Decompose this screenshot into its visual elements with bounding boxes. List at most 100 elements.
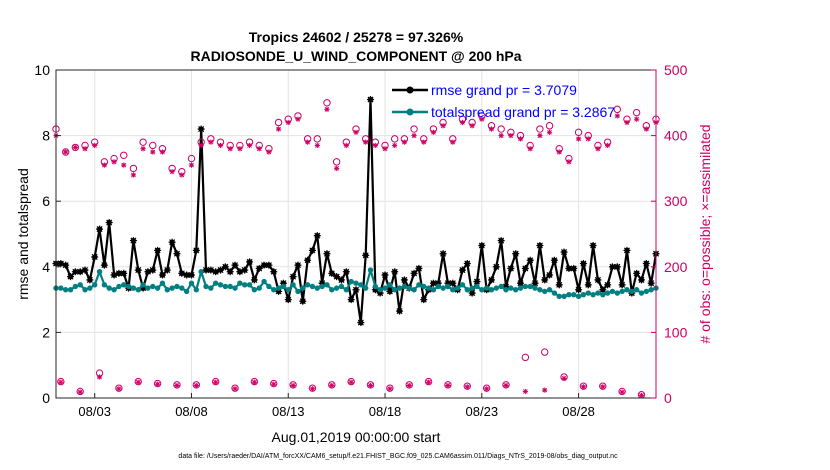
obs-assimilated-ray [537, 133, 543, 138]
rmse-point [100, 261, 108, 269]
obs-assimilated-point [324, 106, 330, 112]
rmse-point-ray [551, 257, 558, 264]
obs-assimilated-point [348, 379, 354, 385]
obs-assimilated-point [198, 142, 204, 149]
obs-assimilated-point [643, 126, 649, 132]
obs-assimilated-ray [368, 383, 373, 388]
obs-assimilated-point [614, 113, 620, 119]
spread-point [174, 283, 180, 290]
rmse-point-ray [169, 239, 176, 246]
rmse-point-ray [599, 286, 606, 293]
spread-point [479, 287, 485, 293]
obs-assimilated-ray [140, 146, 146, 152]
y-axis-label-left: rmse and totalspread [15, 168, 31, 300]
obs-assimilated-ray [135, 379, 141, 385]
axes: 08/03 08/08 08/13 08/18 08/23 08/280246810010… [34, 62, 687, 419]
spread-point [106, 285, 112, 291]
rmse-point-ray [594, 276, 601, 283]
obs-assimilated-ray [102, 162, 107, 168]
rmse-point [507, 264, 515, 272]
spread-point [338, 283, 345, 290]
rmse-point-ray [536, 242, 543, 249]
spread-point [411, 287, 417, 293]
obs-possible-point [497, 125, 505, 133]
spread-point [401, 283, 408, 290]
rmse-point-ray [430, 280, 437, 287]
obs-assimilated-ray [508, 133, 514, 138]
rmse-point-ray [183, 271, 190, 279]
spread-point [121, 282, 127, 288]
obs-assimilated-ray [82, 146, 88, 152]
spread-point [111, 287, 117, 293]
obs-assimilated-ray [440, 123, 446, 129]
obs-assimilated-ray [160, 149, 165, 155]
obs-possible-point [274, 118, 283, 127]
obs-assimilated-ray [305, 139, 310, 145]
spread-point [198, 269, 204, 275]
obs-assimilated-ray [290, 383, 296, 388]
spread-point [145, 285, 151, 291]
obs-possible-point [313, 135, 321, 143]
obs-possible-point [323, 99, 331, 107]
spread-point [140, 282, 146, 288]
rmse-point-ray [507, 265, 514, 272]
obs-assimilated-ray [266, 149, 272, 155]
rmse-point [555, 281, 563, 289]
rmse-point [308, 246, 316, 254]
x-tick-label: 08/13 [272, 404, 305, 419]
rmse-point [439, 250, 447, 258]
legend-spread-marker [406, 108, 414, 116]
obs-assimilated-point [566, 159, 572, 165]
obs-assimilated-point [498, 133, 504, 139]
spread-point [295, 288, 301, 295]
obs-assimilated-ray [411, 133, 417, 138]
obs-assimilated-point [116, 386, 122, 392]
spread-point [595, 290, 601, 296]
rmse-point [236, 268, 244, 276]
spread-point [566, 291, 572, 298]
spread-point [493, 285, 500, 291]
rmse-point [197, 125, 205, 133]
rmse-point-ray [149, 267, 156, 274]
rmse-point-ray [420, 296, 427, 303]
spread-point [290, 282, 296, 288]
rmse-point [173, 250, 181, 258]
rmse-point-ray [532, 280, 539, 287]
rmse-point [81, 266, 89, 274]
rmse-point-ray [411, 270, 418, 277]
plot-area-background [56, 70, 656, 398]
obs-assimilated-ray [179, 172, 185, 178]
rmse-point [241, 266, 249, 274]
spread-point [435, 283, 441, 290]
rmse-point-ray [227, 268, 234, 275]
obs-assimilated-ray [285, 120, 291, 125]
spread-point [561, 293, 567, 300]
spread-point [638, 290, 645, 296]
spread-point [116, 283, 122, 290]
obs-possible-point [632, 108, 641, 117]
y-left-tick-label: 8 [42, 128, 50, 144]
obs-assimilated-point [251, 379, 257, 385]
rmse-point [246, 258, 254, 266]
spread-point [183, 288, 190, 295]
spread-point [643, 288, 650, 295]
spread-point [450, 287, 456, 293]
spread-point [96, 269, 103, 275]
rmse-point [415, 264, 423, 272]
obs-assimilated-point [121, 162, 127, 168]
spread-point [193, 287, 200, 293]
legend-spread-label: totalspread grand pr = 3.2867 [431, 104, 615, 120]
spread-point [256, 285, 262, 291]
rmse-point [168, 238, 176, 246]
obs-assimilated-point [111, 159, 117, 165]
obs-possible-point [71, 143, 80, 152]
rmse-point [154, 246, 162, 254]
rmse-point [192, 246, 200, 254]
spread-point [609, 288, 616, 295]
spread-point [150, 283, 156, 290]
obs-assimilated-ray [426, 379, 431, 385]
rmse-point [570, 264, 578, 272]
rmse-point-ray [633, 270, 640, 277]
obs-assimilated-point [595, 146, 601, 152]
rmse-point-ray [386, 288, 393, 295]
